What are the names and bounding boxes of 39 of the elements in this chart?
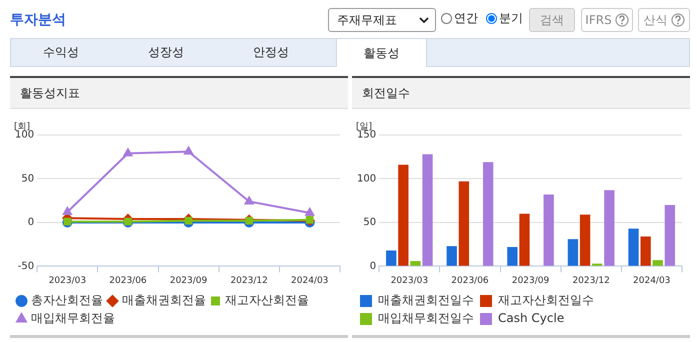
x-tick-label: 2023/03: [48, 276, 86, 286]
y-tick-label: 0: [370, 260, 376, 272]
text: 활동성: [336, 38, 427, 67]
text: 산식: [638, 8, 690, 32]
chart-title: 회전일수: [352, 78, 690, 109]
legend-label: 재고자산회전일수: [498, 293, 594, 308]
text: 연간: [453, 10, 478, 27]
text: 분기: [498, 10, 523, 27]
legend-label: 매입채무회전율: [31, 311, 115, 326]
text: 안정성: [252, 44, 290, 61]
x-tick-label: 2023/09: [170, 276, 208, 286]
x-tick-label: 2024/03: [633, 276, 670, 286]
x-tick-label: 2023/03: [390, 276, 428, 286]
y-tick-label: 100: [14, 130, 34, 141]
y-tick-label: 50: [363, 217, 376, 228]
legend-label: Cash Cycle: [498, 311, 564, 326]
y-tick-label: -50: [18, 260, 34, 272]
text: 수익성: [42, 44, 80, 61]
x-tick-label: 2024/03: [291, 276, 328, 286]
text: 주재무제표: [328, 8, 436, 32]
y-tick-label: 0: [28, 217, 34, 228]
x-tick-label: 2023/06: [451, 276, 489, 286]
legend-label: 총자산회전율: [31, 293, 103, 308]
x-tick-label: 2023/09: [512, 276, 550, 286]
legend-label: 매출채권회전율: [122, 293, 206, 308]
text: IFRS: [581, 8, 633, 32]
chart-title: 활동성지표: [10, 78, 348, 109]
y-tick-label: 150: [356, 130, 376, 141]
y-tick-label: 100: [356, 173, 376, 184]
x-tick-label: 2023/06: [109, 276, 147, 286]
x-tick-label: 2023/12: [230, 276, 268, 286]
text: 검색: [529, 8, 575, 32]
legend-label: 매출채권회전일수: [378, 293, 474, 308]
x-tick-label: 2023/12: [572, 276, 610, 286]
legend-label: 매입채무회전일수: [378, 311, 474, 326]
text: 성장성: [147, 44, 185, 61]
legend-label: 재고자산회전율: [225, 293, 309, 308]
text: 투자분석: [10, 11, 66, 29]
y-tick-label: 50: [21, 173, 34, 184]
